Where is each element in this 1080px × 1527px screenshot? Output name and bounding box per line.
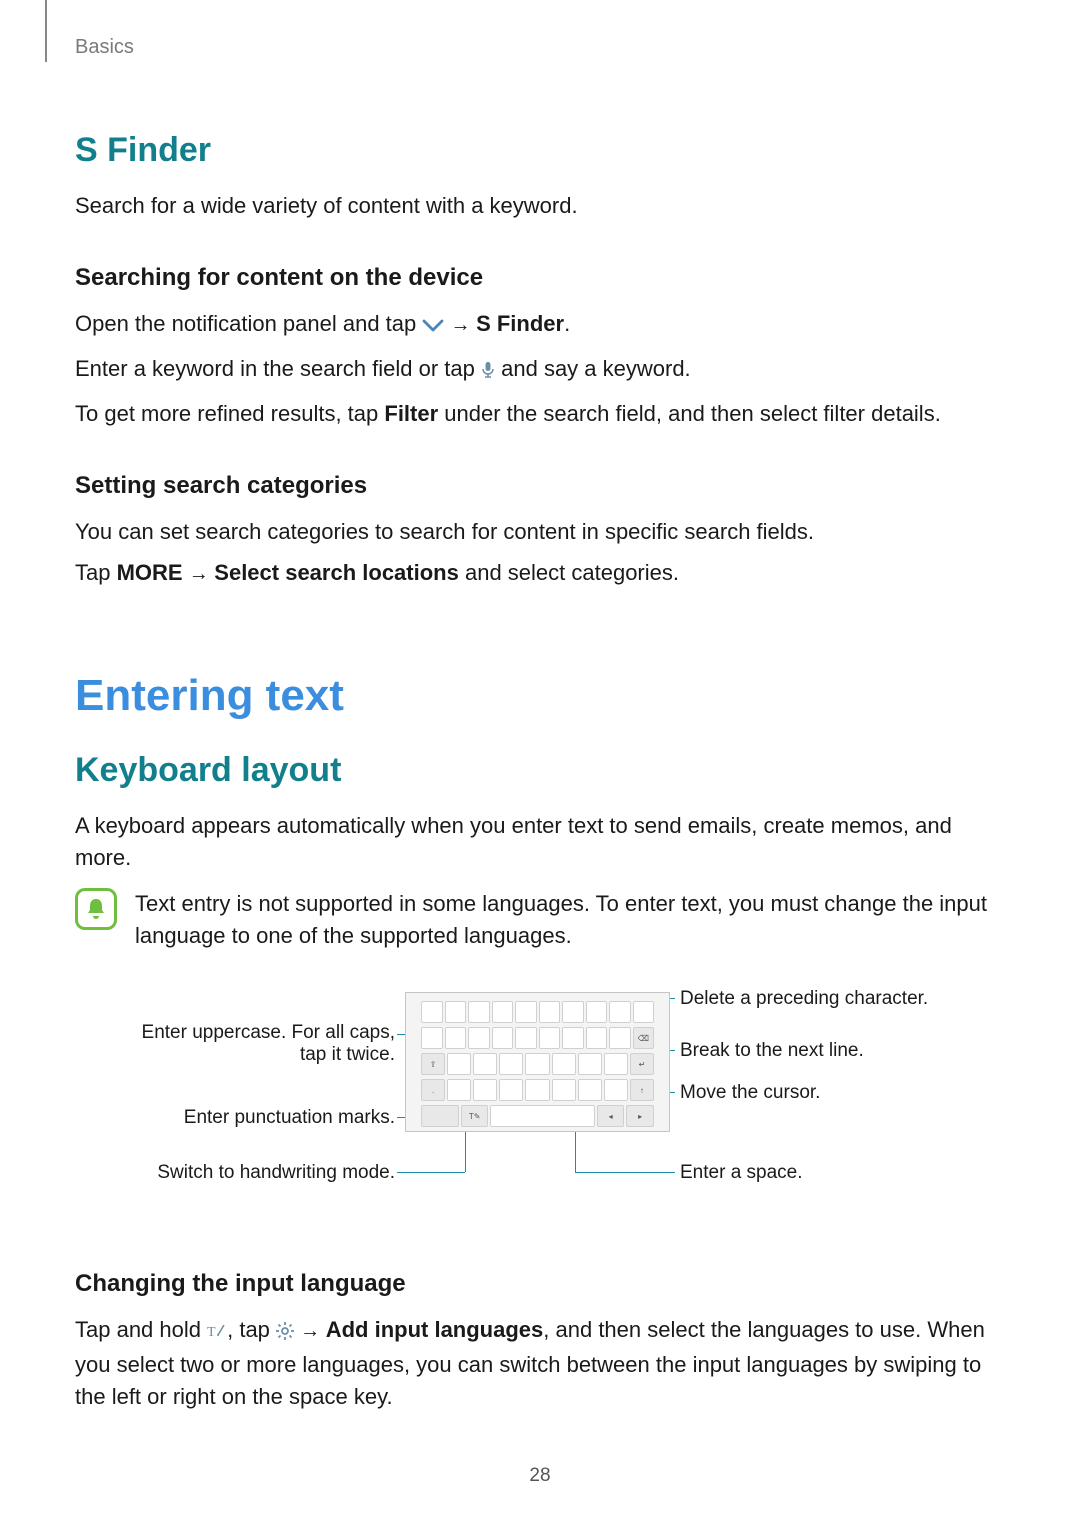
text-strong: Add input languages — [326, 1317, 544, 1342]
categories-p1: You can set search categories to search … — [75, 516, 1005, 548]
svg-text:T: T — [207, 1325, 216, 1340]
break-callout: Break to the next line. — [680, 1040, 864, 1062]
left-key: ◂ — [597, 1105, 625, 1127]
cursor-callout: Move the cursor. — [680, 1082, 820, 1104]
page-number: 28 — [529, 1465, 550, 1487]
text-part: and select categories. — [465, 560, 679, 585]
handwriting-callout: Switch to handwriting mode. — [157, 1162, 395, 1184]
categories-p2: Tap MORE → Select search locations and s… — [75, 557, 1005, 589]
sfinder-heading: S Finder — [75, 131, 1005, 170]
punct-callout: Enter punctuation marks. — [184, 1107, 395, 1129]
arrow-icon: → — [451, 314, 477, 336]
enter-key: ↵ — [630, 1053, 654, 1075]
text-strong: Select search locations — [214, 560, 459, 585]
search-device-heading: Searching for content on the device — [75, 264, 1005, 292]
keyboard-layout-heading: Keyboard layout — [75, 751, 1005, 790]
text-part: Open the notification panel and tap — [75, 311, 422, 336]
text-part: . — [564, 311, 570, 336]
gear-icon — [276, 1317, 294, 1349]
text-part: To get more refined results, tap — [75, 401, 384, 426]
sfinder-p3: To get more refined results, tap Filter … — [75, 398, 1005, 430]
categories-heading: Setting search categories — [75, 472, 1005, 500]
handwriting-key: T✎ — [461, 1105, 489, 1127]
entering-text-heading: Entering text — [75, 671, 1005, 721]
text-strong: Filter — [384, 401, 438, 426]
right-key: ▸ — [626, 1105, 654, 1127]
delete-callout: Delete a preceding character. — [680, 988, 928, 1010]
page-content: Basics S Finder Search for a wide variet… — [0, 0, 1080, 1413]
text-strong: MORE — [117, 560, 183, 585]
backspace-key: ⌫ — [633, 1027, 655, 1049]
arrow-icon: → — [300, 1320, 326, 1342]
sfinder-intro: Search for a wide variety of content wit… — [75, 190, 1005, 222]
keyboard-intro: A keyboard appears automatically when yo… — [75, 810, 1005, 874]
handwriting-mode-icon: T — [207, 1317, 227, 1349]
mic-icon — [481, 356, 495, 388]
text-part: Tap and hold — [75, 1317, 207, 1342]
text-part: Tap — [75, 560, 117, 585]
keyboard-diagram: Delete a preceding character. Break to t… — [75, 982, 1005, 1212]
text-part: Enter a keyword in the search field or t… — [75, 356, 481, 381]
lang-heading: Changing the input language — [75, 1270, 1005, 1298]
lang-p: Tap and hold T , tap → Add input languag… — [75, 1314, 1005, 1413]
text-part: , tap — [227, 1317, 276, 1342]
arrow-icon: → — [189, 563, 215, 585]
text-part: and say a keyword. — [501, 356, 691, 381]
shift-key: ⇧ — [421, 1053, 445, 1075]
chevron-down-icon — [422, 311, 444, 343]
note-row: Text entry is not supported in some lang… — [75, 888, 1005, 952]
breadcrumb: Basics — [75, 36, 1005, 59]
uppercase-callout-2: tap it twice. — [300, 1044, 395, 1066]
keyboard-frame: ⌫ ⇧ ↵ . ↑ T✎ ◂ ▸ — [405, 992, 670, 1132]
sym-key — [421, 1105, 459, 1127]
bell-note-icon — [75, 888, 117, 930]
space-callout: Enter a space. — [680, 1162, 803, 1184]
punct-key: . — [421, 1079, 445, 1101]
text-strong: S Finder — [476, 311, 564, 336]
sfinder-p2: Enter a keyword in the search field or t… — [75, 353, 1005, 388]
sfinder-p1: Open the notification panel and tap → S … — [75, 308, 1005, 343]
up-key: ↑ — [630, 1079, 654, 1101]
note-text: Text entry is not supported in some lang… — [135, 888, 1005, 952]
uppercase-callout-1: Enter uppercase. For all caps, — [142, 1022, 395, 1044]
space-key — [490, 1105, 594, 1127]
text-part: under the search field, and then select … — [444, 401, 941, 426]
